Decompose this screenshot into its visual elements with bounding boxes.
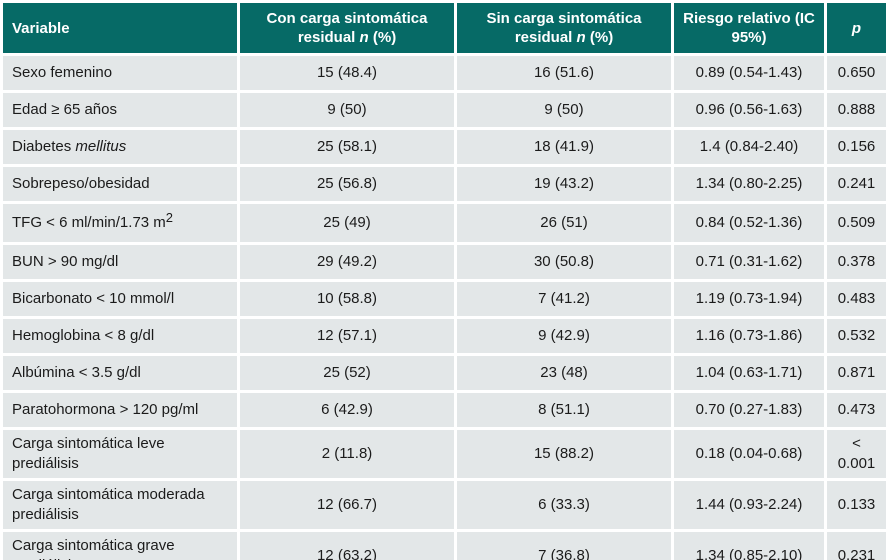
cell-p-value: 0.241: [827, 167, 886, 201]
col-header-variable: Variable: [3, 3, 237, 53]
cell-variable: Edad ≥ 65 años: [3, 93, 237, 127]
cell-sin-carga: 19 (43.2): [457, 167, 671, 201]
cell-riesgo-relativo: 0.89 (0.54-1.43): [674, 56, 824, 90]
cell-p-value: 0.532: [827, 319, 886, 353]
table-row: Diabetes mellitus 25 (58.1) 18 (41.9) 1.…: [3, 130, 886, 164]
cell-p-value: 0.650: [827, 56, 886, 90]
cell-variable: Albúmina < 3.5 g/dl: [3, 356, 237, 390]
cell-p-value: 0.473: [827, 393, 886, 427]
cell-con-carga: 12 (66.7): [240, 481, 454, 529]
cell-variable: BUN > 90 mg/dl: [3, 245, 237, 279]
cell-variable: Hemoglobina < 8 g/dl: [3, 319, 237, 353]
cell-con-carga: 9 (50): [240, 93, 454, 127]
table-row: Sobrepeso/obesidad 25 (56.8) 19 (43.2) 1…: [3, 167, 886, 201]
cell-variable: Carga sintomática leve prediálisis: [3, 430, 237, 478]
cell-riesgo-relativo: 1.19 (0.73-1.94): [674, 282, 824, 316]
cell-con-carga: 25 (52): [240, 356, 454, 390]
cell-variable: Carga sintomática moderada prediálisis: [3, 481, 237, 529]
cell-con-carga: 25 (49): [240, 204, 454, 242]
table-row: Paratohormona > 120 pg/ml 6 (42.9) 8 (51…: [3, 393, 886, 427]
cell-riesgo-relativo: 1.16 (0.73-1.86): [674, 319, 824, 353]
table-row: Hemoglobina < 8 g/dl 12 (57.1) 9 (42.9) …: [3, 319, 886, 353]
cell-sin-carga: 18 (41.9): [457, 130, 671, 164]
cell-con-carga: 15 (48.4): [240, 56, 454, 90]
table-row: Bicarbonato < 10 mmol/l 10 (58.8) 7 (41.…: [3, 282, 886, 316]
cell-variable: Sobrepeso/obesidad: [3, 167, 237, 201]
cell-p-value: 0.156: [827, 130, 886, 164]
cell-con-carga: 25 (56.8): [240, 167, 454, 201]
cell-con-carga: 12 (63.2): [240, 532, 454, 560]
col-header-riesgo-relativo: Riesgo relativo (IC 95%): [674, 3, 824, 53]
cell-sin-carga: 8 (51.1): [457, 393, 671, 427]
cell-p-value: 0.133: [827, 481, 886, 529]
cell-riesgo-relativo: 1.34 (0.85-2.10): [674, 532, 824, 560]
cell-sin-carga: 23 (48): [457, 356, 671, 390]
cell-con-carga: 2 (11.8): [240, 430, 454, 478]
cell-con-carga: 29 (49.2): [240, 245, 454, 279]
cell-con-carga: 6 (42.9): [240, 393, 454, 427]
cell-variable: Sexo femenino: [3, 56, 237, 90]
cell-riesgo-relativo: 1.4 (0.84-2.40): [674, 130, 824, 164]
col-header-sin-carga: Sin carga sintomática residual n (%): [457, 3, 671, 53]
cell-variable: Bicarbonato < 10 mmol/l: [3, 282, 237, 316]
cell-p-value: 0.231: [827, 532, 886, 560]
cell-riesgo-relativo: 0.96 (0.56-1.63): [674, 93, 824, 127]
table-row: TFG < 6 ml/min/1.73 m2 25 (49) 26 (51) 0…: [3, 204, 886, 242]
cell-riesgo-relativo: 0.71 (0.31-1.62): [674, 245, 824, 279]
cell-sin-carga: 7 (41.2): [457, 282, 671, 316]
cell-sin-carga: 6 (33.3): [457, 481, 671, 529]
table-row: Carga sintomática leve prediálisis 2 (11…: [3, 430, 886, 478]
table-row: Carga sintomática grave prediálisis 12 (…: [3, 532, 886, 560]
cell-con-carga: 25 (58.1): [240, 130, 454, 164]
cell-con-carga: 12 (57.1): [240, 319, 454, 353]
cell-variable: Paratohormona > 120 pg/ml: [3, 393, 237, 427]
cell-variable: Diabetes mellitus: [3, 130, 237, 164]
cell-sin-carga: 9 (42.9): [457, 319, 671, 353]
col-header-con-carga: Con carga sintomática residual n (%): [240, 3, 454, 53]
cell-riesgo-relativo: 1.04 (0.63-1.71): [674, 356, 824, 390]
cell-p-value: 0.483: [827, 282, 886, 316]
header-row: Variable Con carga sintomática residual …: [3, 3, 886, 53]
cell-sin-carga: 30 (50.8): [457, 245, 671, 279]
cell-riesgo-relativo: 1.34 (0.80-2.25): [674, 167, 824, 201]
table-row: Sexo femenino 15 (48.4) 16 (51.6) 0.89 (…: [3, 56, 886, 90]
cell-riesgo-relativo: 1.44 (0.93-2.24): [674, 481, 824, 529]
cell-riesgo-relativo: 0.18 (0.04-0.68): [674, 430, 824, 478]
cell-variable: TFG < 6 ml/min/1.73 m2: [3, 204, 237, 242]
cell-riesgo-relativo: 0.70 (0.27-1.83): [674, 393, 824, 427]
cell-p-value: 0.888: [827, 93, 886, 127]
cell-sin-carga: 9 (50): [457, 93, 671, 127]
cell-sin-carga: 26 (51): [457, 204, 671, 242]
cell-p-value: 0.871: [827, 356, 886, 390]
table-row: Edad ≥ 65 años 9 (50) 9 (50) 0.96 (0.56-…: [3, 93, 886, 127]
cell-con-carga: 10 (58.8): [240, 282, 454, 316]
cell-sin-carga: 15 (88.2): [457, 430, 671, 478]
cell-sin-carga: 16 (51.6): [457, 56, 671, 90]
cell-variable: Carga sintomática grave prediálisis: [3, 532, 237, 560]
table-row: BUN > 90 mg/dl 29 (49.2) 30 (50.8) 0.71 …: [3, 245, 886, 279]
table-row: Carga sintomática moderada prediálisis 1…: [3, 481, 886, 529]
cell-sin-carga: 7 (36.8): [457, 532, 671, 560]
cell-p-value: < 0.001: [827, 430, 886, 478]
col-header-p-value: p: [827, 3, 886, 53]
cell-riesgo-relativo: 0.84 (0.52-1.36): [674, 204, 824, 242]
cell-p-value: 0.509: [827, 204, 886, 242]
table-row: Albúmina < 3.5 g/dl 25 (52) 23 (48) 1.04…: [3, 356, 886, 390]
cell-p-value: 0.378: [827, 245, 886, 279]
